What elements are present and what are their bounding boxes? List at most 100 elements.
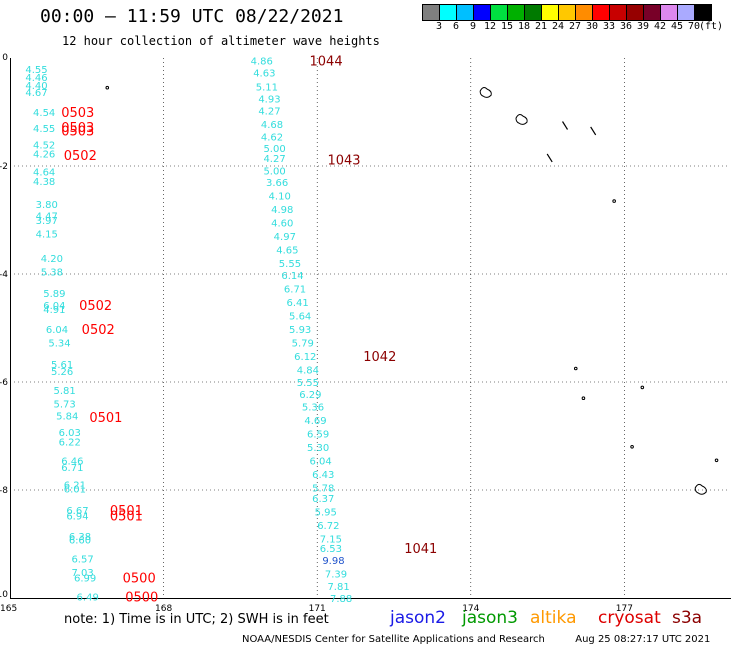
wave-height-label: 5.00 (263, 166, 285, 177)
wave-height-label: 4.40 (25, 81, 47, 92)
wave-height-label: 4.68 (261, 120, 283, 131)
wave-height-label: 9.98 (322, 556, 344, 567)
wave-height-label: 3.66 (266, 178, 288, 189)
island-marker (546, 153, 553, 163)
y-tick-label: -4 (0, 270, 8, 280)
pass-number-label: 0503 (61, 121, 94, 136)
colorbar-label: 21 (534, 21, 548, 32)
wave-height-label: 5.84 (56, 411, 78, 422)
wave-height-label: 6.37 (312, 494, 334, 505)
colorbar-label: (ft) (698, 21, 724, 32)
y-tick-label: -2 (0, 162, 8, 172)
footer-note: note: 1) Time is in UTC; 2) SWH is in fe… (64, 612, 329, 627)
colorbar-labels: 3 6 9 12 15 18 21 24 27 30 33 36 39 42 45 70 (ft) (422, 21, 740, 33)
island-marker (714, 458, 719, 463)
island-marker (612, 199, 616, 203)
pass-number-label: 0503 (61, 124, 94, 139)
island-marker (590, 126, 597, 136)
wave-height-label: 6.12 (294, 352, 316, 363)
wave-height-label: 5.93 (289, 325, 311, 336)
wave-height-label: 7.39 (325, 570, 347, 581)
wave-height-label: 4.62 (261, 132, 283, 143)
wave-height-label: 4.93 (258, 95, 280, 106)
pass-number-label: 0502 (79, 299, 112, 314)
wave-height-label: 6.41 (286, 298, 308, 309)
colorbar-label: 18 (517, 21, 531, 32)
colorbar-label: 12 (483, 21, 497, 32)
island-marker (640, 385, 645, 390)
wave-height-label: 4.27 (263, 154, 285, 165)
pass-number-label: 0501 (110, 509, 143, 524)
x-tick-label: 177 (616, 604, 633, 614)
island-marker (694, 483, 707, 495)
colorbar (422, 4, 712, 21)
pass-number-label: 0501 (110, 504, 143, 519)
satellite-legend-s3a: s3a (672, 608, 703, 628)
colorbar-label: 30 (585, 21, 599, 32)
wave-height-label: 6.59 (307, 429, 329, 440)
island-marker (630, 445, 634, 449)
wave-height-label: 4.86 (251, 57, 273, 68)
wave-height-label: 6.38 (69, 532, 91, 543)
wave-height-label: 5.64 (289, 312, 311, 323)
wave-height-label: 7.81 (327, 582, 349, 593)
wave-height-label: 7.15 (320, 535, 342, 546)
wave-height-label: 4.47 (36, 212, 58, 223)
x-tick-label: 165 (0, 604, 17, 614)
wave-height-label: 7.03 (71, 568, 93, 579)
pass-number-label: 1041 (404, 542, 437, 557)
wave-height-label: 4.55 (33, 124, 55, 135)
wave-height-label: 5.79 (292, 339, 314, 350)
wave-height-label: 6.14 (281, 271, 303, 282)
colorbar-label: 45 (670, 21, 684, 32)
wave-height-label: 6.04 (43, 301, 65, 312)
wave-height-label: 6.94 (66, 511, 88, 522)
wave-height-label: 5.38 (41, 267, 63, 278)
wave-height-label: 4.26 (33, 150, 55, 161)
pass-number-label: 0502 (64, 149, 97, 164)
y-tick-label: 0 (2, 53, 8, 63)
wave-height-label: 4.20 (41, 254, 63, 265)
wave-height-label: 4.15 (36, 230, 58, 241)
wave-height-label: 4.69 (304, 416, 326, 427)
y-tick-label: -8 (0, 486, 8, 496)
island-marker (562, 121, 569, 130)
wave-height-label: 6.53 (320, 544, 342, 555)
island-marker (581, 396, 586, 401)
wave-height-label: 5.81 (54, 386, 76, 397)
colorbar-label: 6 (452, 21, 460, 32)
wave-height-label: 4.52 (33, 140, 55, 151)
wave-height-label: 5.55 (297, 378, 319, 389)
pass-number-label: 0502 (82, 323, 115, 338)
wave-height-label: 3.97 (36, 216, 58, 227)
colorbar-label: 24 (551, 21, 565, 32)
wave-height-label: 4.63 (253, 69, 275, 80)
y-tick-label: -6 (0, 378, 8, 388)
satellite-legend-jason3: jason3 (462, 608, 518, 628)
island-marker (573, 366, 578, 371)
page-subtitle: 12 hour collection of altimeter wave hei… (62, 34, 380, 48)
wave-height-label: 6.43 (312, 470, 334, 481)
x-tick-label: 174 (462, 604, 479, 614)
wave-height-label: 4.54 (33, 108, 55, 119)
x-tick-label: 171 (309, 604, 326, 614)
wave-height-label: 6.57 (71, 555, 93, 566)
wave-height-label: 6.99 (74, 573, 96, 584)
colorbar-label: 36 (619, 21, 633, 32)
wave-height-label: 4.98 (271, 205, 293, 216)
colorbar-label: 70 (687, 21, 701, 32)
wave-height-label: 6.22 (59, 437, 81, 448)
wave-height-label: 4.91 (43, 305, 65, 316)
x-tick-label: 168 (155, 604, 172, 614)
colorbar-swatch (694, 4, 712, 21)
wave-height-label: 5.89 (43, 289, 65, 300)
wave-height-label: 5.73 (54, 400, 76, 411)
wave-height-label: 4.27 (258, 106, 280, 117)
wave-height-label: 4.67 (25, 88, 47, 99)
wave-height-label: 4.60 (271, 219, 293, 230)
wave-height-label: 4.97 (274, 232, 296, 243)
wave-height-label: 6.01 (64, 484, 86, 495)
wave-height-label: 6.71 (284, 285, 306, 296)
wave-height-label: 6.71 (61, 463, 83, 474)
wave-height-label: 5.00 (263, 144, 285, 155)
